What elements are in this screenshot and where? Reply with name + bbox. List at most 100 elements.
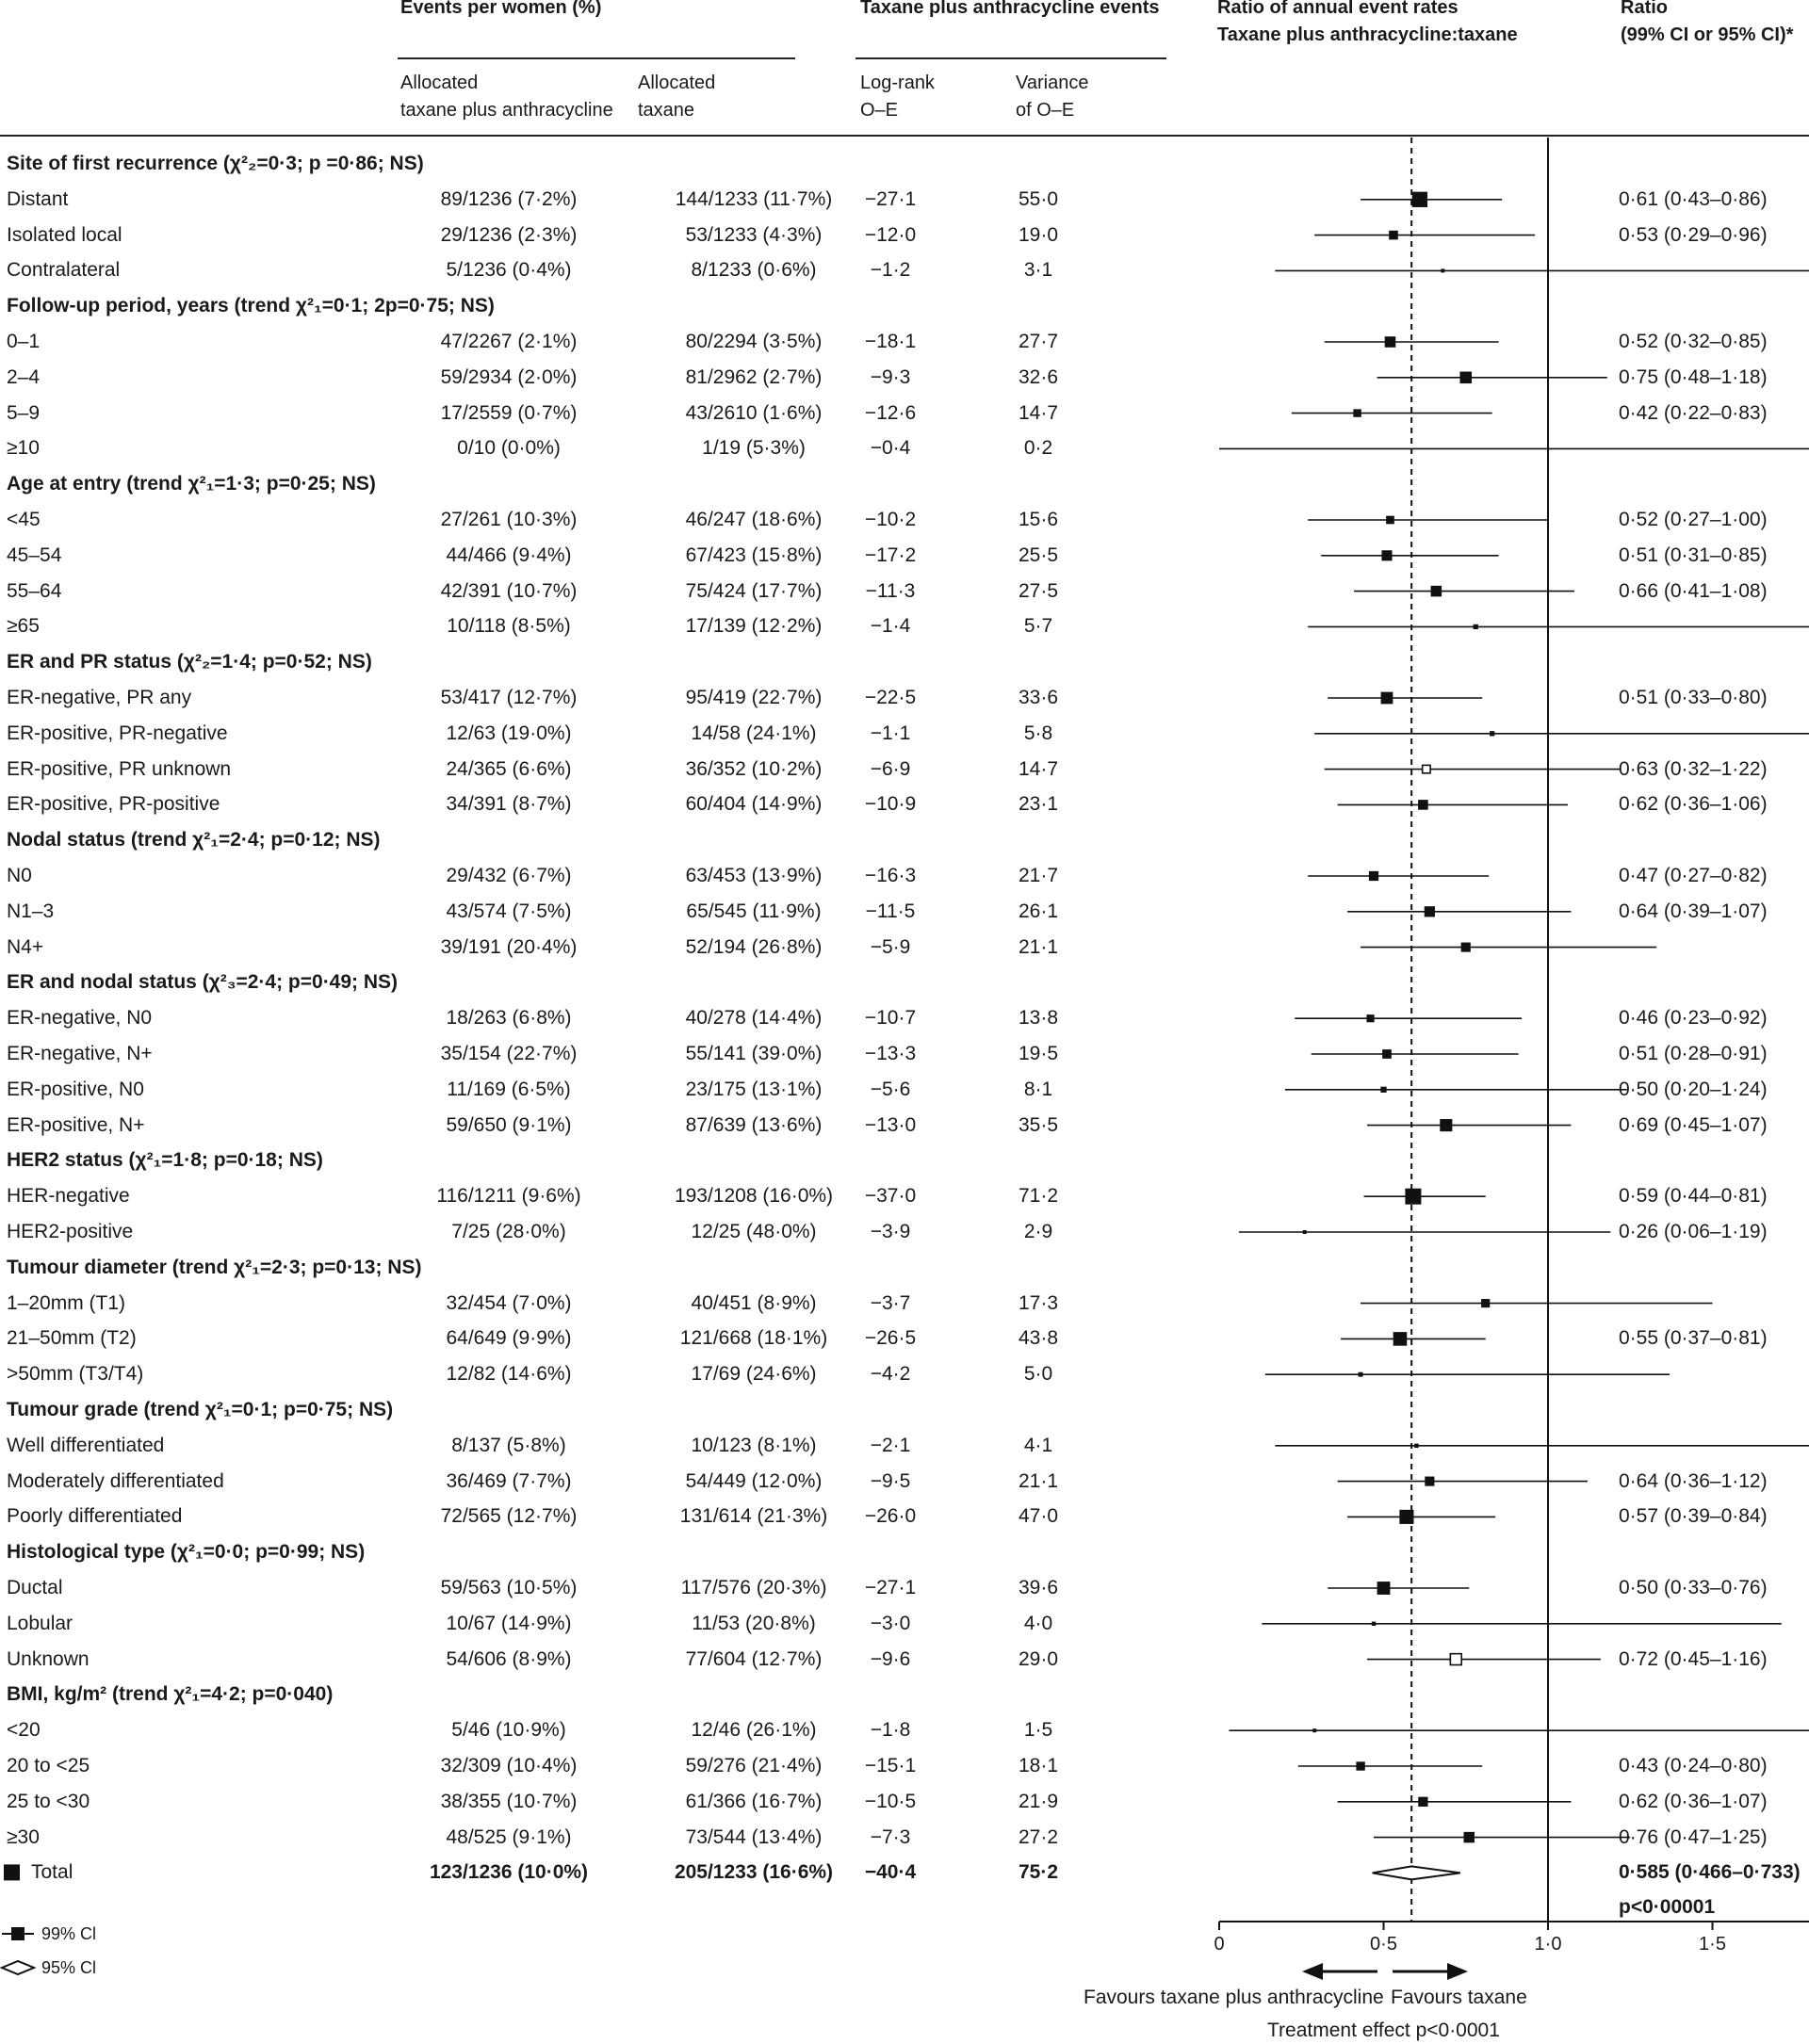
estimate-square xyxy=(1460,942,1471,952)
x-tick-label: 1·5 xyxy=(1699,1934,1726,1955)
log-rank-oe-cell: −3·7 xyxy=(870,1291,911,1314)
row-label: Moderately differentiated xyxy=(7,1469,224,1492)
log-rank-oe-cell: −9·6 xyxy=(870,1647,911,1670)
ratio-ci-cell: 0·62 (0·36–1·07) xyxy=(1619,1790,1768,1812)
log-rank-oe-cell: −0·4 xyxy=(870,437,911,460)
taxane-events-cell: 17/69 (24·6%) xyxy=(691,1363,817,1386)
estimate-square xyxy=(1430,585,1442,597)
header-bottom-rule xyxy=(0,135,1809,137)
subgroup-header: Nodal status (trend χ²₁=2·4; p=0·12; NS) xyxy=(7,829,381,852)
tpa-events-cell: 59/2934 (2·0%) xyxy=(440,365,578,388)
log-rank-oe-cell: −15·1 xyxy=(864,1755,917,1776)
taxane-events-cell: 193/1208 (16·0%) xyxy=(674,1185,834,1208)
ci-title-line1: Ratio xyxy=(1621,0,1668,18)
variance-cell: 13·8 xyxy=(1018,1007,1059,1030)
variance-cell: 15·6 xyxy=(1018,509,1059,530)
log-rank-oe-cell: −37·0 xyxy=(864,1185,917,1208)
ratio-ci-cell: 0·64 (0·36–1·12) xyxy=(1619,1469,1768,1492)
log-rank-oe-cell: −17·2 xyxy=(864,543,917,566)
tpa-events-cell: 32/309 (10·4%) xyxy=(440,1755,578,1776)
estimate-square xyxy=(1366,1014,1375,1023)
ratio-ci-cell: 0·64 (0·39–1·07) xyxy=(1619,900,1768,922)
log-rank-oe-cell: −1·8 xyxy=(870,1719,911,1742)
taxane-events-cell: 60/404 (14·9%) xyxy=(685,793,823,816)
col-header-logrank-line2: O–E xyxy=(860,100,899,121)
variance-cell: 4·1 xyxy=(1023,1434,1053,1456)
subgroup-header: Site of first recurrence (χ²₂=0·3; p =0·… xyxy=(7,153,424,174)
ratio-ci-cell: 0·42 (0·22–0·83) xyxy=(1619,401,1768,424)
row-label: N0 xyxy=(7,865,32,886)
estimate-square-open xyxy=(1449,1652,1463,1666)
tpa-events-cell: 54/606 (8·9%) xyxy=(446,1647,572,1670)
ratio-ci-cell: 0·69 (0·45–1·07) xyxy=(1619,1113,1768,1136)
subgroup-header: HER2 status (χ²₁=1·8; p=0·18; NS) xyxy=(7,1149,323,1172)
taxane-events-cell: 59/276 (21·4%) xyxy=(685,1755,823,1776)
ratio-ci-cell: 0·53 (0·29–0·96) xyxy=(1619,223,1768,246)
taxane-events-cell: 17/139 (12·2%) xyxy=(685,615,823,638)
total-p-value: p<0·00001 xyxy=(1619,1896,1716,1918)
estimate-square-open xyxy=(1421,764,1431,774)
estimate-square xyxy=(1377,1582,1391,1595)
ratio-ci-cell: 0·26 (0·06–1·19) xyxy=(1619,1221,1768,1242)
variance-cell: 14·7 xyxy=(1018,401,1059,424)
subgroup-header: Age at entry (trend χ²₁=1·3; p=0·25; NS) xyxy=(7,473,376,495)
row-label: Unknown xyxy=(7,1647,90,1670)
log-rank-oe-cell: −13·0 xyxy=(864,1113,917,1136)
row-label: 2–4 xyxy=(7,365,41,388)
variance-cell: 39·6 xyxy=(1018,1577,1059,1598)
row-label: 1–20mm (T1) xyxy=(7,1291,126,1314)
tpa-events-cell: 35/154 (22·7%) xyxy=(440,1043,578,1064)
variance-cell: 5·0 xyxy=(1023,1363,1053,1386)
ratio-ci-cell: 0·43 (0·24–0·80) xyxy=(1619,1755,1768,1776)
tpa-events-cell: 72/565 (12·7%) xyxy=(440,1505,578,1528)
ratio-ci-cell: 0·59 (0·44–0·81) xyxy=(1619,1185,1768,1208)
ratio-title-line1: Ratio of annual event rates xyxy=(1217,0,1459,18)
estimate-square xyxy=(1441,268,1445,273)
log-rank-oe-cell: −12·0 xyxy=(864,223,917,246)
variance-cell: 75·2 xyxy=(1018,1861,1059,1884)
ratio-ci-cell: 0·51 (0·33–0·80) xyxy=(1619,687,1768,708)
variance-cell: 2·9 xyxy=(1023,1221,1053,1242)
row-label: ER-positive, N0 xyxy=(7,1078,144,1100)
tpa-events-cell: 29/1236 (2·3%) xyxy=(440,223,578,246)
taxane-events-cell: 54/449 (12·0%) xyxy=(685,1469,823,1492)
tpa-events-cell: 38/355 (10·7%) xyxy=(440,1790,578,1812)
row-label: Ductal xyxy=(7,1577,63,1598)
ratio-ci-cell: 0·52 (0·27–1·00) xyxy=(1619,509,1768,530)
log-rank-oe-cell: −6·9 xyxy=(870,757,911,780)
estimate-square xyxy=(1384,336,1396,348)
ratio-ci-cell: 0·66 (0·41–1·08) xyxy=(1619,579,1768,602)
tpa-events-cell: 8/137 (5·8%) xyxy=(451,1434,566,1456)
row-label: ≥30 xyxy=(7,1825,40,1848)
tpa-events-cell: 123/1236 (10·0%) xyxy=(429,1861,589,1884)
estimate-square xyxy=(1473,624,1478,630)
row-label: ER-positive, PR unknown xyxy=(7,757,232,780)
total-legend-square xyxy=(4,1864,20,1881)
variance-cell: 27·5 xyxy=(1018,579,1059,602)
log-rank-oe-cell: −1·2 xyxy=(870,259,911,282)
row-label: ER-negative, N+ xyxy=(7,1043,153,1064)
tpa-events-cell: 89/1236 (7·2%) xyxy=(440,187,578,210)
taxane-events-cell: 46/247 (18·6%) xyxy=(685,509,823,530)
row-label: Contralateral xyxy=(7,259,121,282)
estimate-square xyxy=(1312,1728,1317,1733)
subgroup-header: Follow-up period, years (trend χ²₁=0·1; … xyxy=(7,295,495,317)
row-label: 0–1 xyxy=(7,331,41,352)
x-tick-label: 1·0 xyxy=(1535,1934,1562,1955)
estimate-square xyxy=(1380,691,1393,705)
ratio-ci-cell: 0·47 (0·27–0·82) xyxy=(1619,865,1768,886)
taxane-events-cell: 52/194 (26·8%) xyxy=(685,935,823,958)
variance-cell: 14·7 xyxy=(1018,757,1059,780)
ratio-ci-cell: 0·72 (0·45–1·16) xyxy=(1619,1647,1768,1670)
taxane-events-cell: 65/545 (11·9%) xyxy=(686,900,822,922)
tpa-events-cell: 64/649 (9·9%) xyxy=(446,1327,572,1350)
taxane-events-cell: 11/53 (20·8%) xyxy=(692,1612,816,1634)
variance-cell: 21·9 xyxy=(1018,1790,1059,1812)
favours-right-arrowhead xyxy=(1447,1963,1468,1980)
taxane-events-cell: 73/544 (13·4%) xyxy=(685,1825,823,1848)
tpa-events-cell: 7/25 (28·0%) xyxy=(451,1221,566,1242)
log-rank-oe-cell: −10·2 xyxy=(864,509,917,530)
estimate-square xyxy=(1459,371,1473,384)
variance-cell: 71·2 xyxy=(1018,1185,1059,1208)
taxane-events-cell: 67/423 (15·8%) xyxy=(685,543,823,566)
